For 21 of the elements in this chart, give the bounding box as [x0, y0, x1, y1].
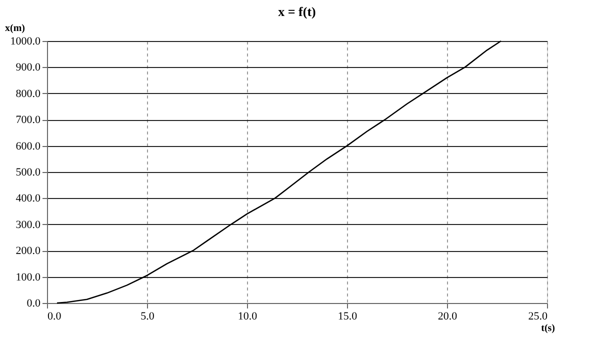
- y-tick-label: 900.0: [16, 62, 41, 74]
- y-tick-label: 400.0: [16, 192, 41, 205]
- y-tick-label: 1000.0: [10, 36, 41, 48]
- x-tick-label: 25.0: [528, 310, 548, 322]
- y-tick-label: 200.0: [16, 245, 41, 258]
- x-tick-label: 15.0: [338, 310, 358, 322]
- y-tick-label: 500.0: [16, 166, 41, 178]
- y-tick-label: 600.0: [16, 140, 41, 152]
- x-tick-label: 10.0: [238, 310, 258, 322]
- x-tick-label: 0.0: [48, 310, 62, 322]
- x-axis-title: t(s): [541, 323, 555, 334]
- y-tick-label: 100.0: [16, 271, 41, 284]
- y-tick-label: 800.0: [16, 88, 41, 100]
- y-tick-label: 300.0: [16, 218, 41, 231]
- line-series: [56, 40, 502, 304]
- chart-title: x = f(t): [278, 4, 316, 19]
- x-tick-label: 20.0: [438, 310, 458, 322]
- y-tick-label: 0.0: [26, 298, 41, 310]
- x-tick-label: 5.0: [140, 310, 155, 322]
- y-tick-label: 700.0: [16, 114, 41, 126]
- y-axis-title: x(m): [5, 23, 25, 34]
